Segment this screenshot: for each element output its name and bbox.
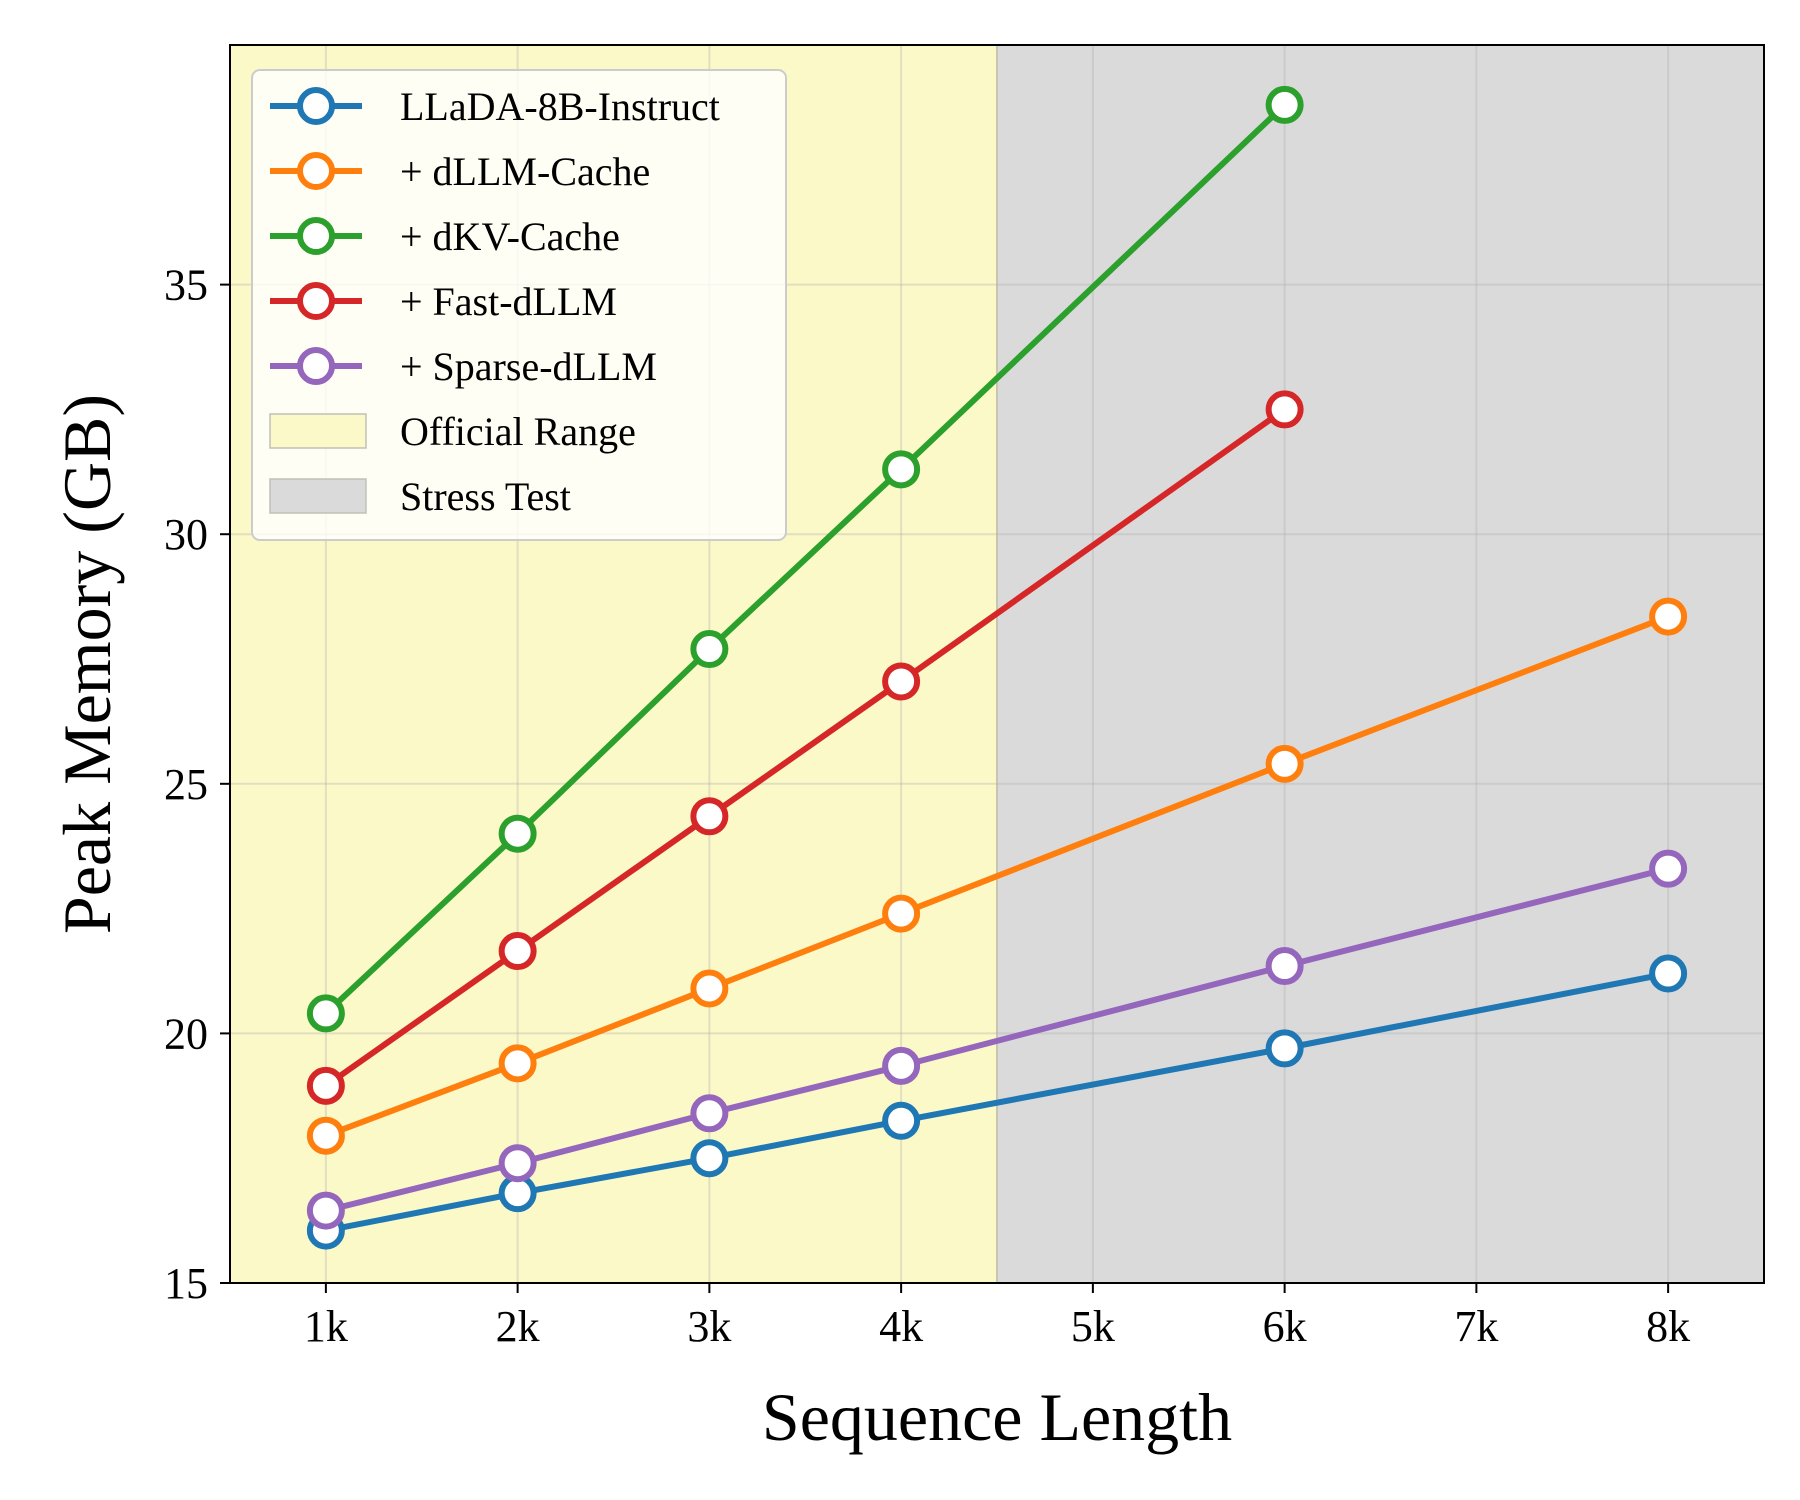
legend-item: + dLLM-Cache — [270, 149, 650, 194]
x-tick-label: 5k — [1071, 1302, 1115, 1351]
data-point — [306, 1191, 345, 1230]
legend-label: + dKV-Cache — [400, 214, 620, 259]
data-point — [498, 814, 537, 853]
data-point — [1265, 1029, 1304, 1068]
x-tick-label: 6k — [1263, 1302, 1307, 1351]
x-tick-label: 8k — [1646, 1302, 1690, 1351]
data-point — [1265, 947, 1304, 986]
legend: LLaDA-8B-Instruct + dLLM-Cache + dKV-Cache… — [251, 69, 787, 541]
y-tick-label: 25 — [164, 760, 208, 809]
legend-item: + Fast-dLLM — [270, 279, 617, 324]
data-point — [1649, 849, 1688, 888]
x-tick-label: 7k — [1454, 1302, 1498, 1351]
data-point — [882, 1101, 921, 1140]
x-tick-label: 2k — [496, 1302, 540, 1351]
y-axis-title: Peak Memory (GB) — [49, 394, 125, 934]
series-line — [322, 970, 1672, 1234]
legend-swatch-patch — [269, 478, 367, 514]
x-axis-title: Sequence Length — [762, 1379, 1232, 1455]
data-point — [882, 662, 921, 701]
legend-label: + Fast-dLLM — [400, 279, 617, 324]
series-line — [322, 865, 1672, 1214]
data-point — [690, 630, 729, 669]
y-tick-label: 30 — [164, 510, 208, 559]
legend-label: Official Range — [400, 409, 636, 454]
legend-swatch-marker — [297, 152, 335, 190]
series-fast-dllm — [306, 390, 1304, 1105]
series-dkv-cache — [306, 85, 1304, 1033]
legend-swatch-marker — [297, 347, 335, 385]
data-point — [498, 1044, 537, 1083]
data-point — [498, 1144, 537, 1183]
data-point — [306, 994, 345, 1033]
data-point — [1265, 390, 1304, 429]
legend-item: + Sparse-dLLM — [270, 344, 657, 389]
data-point — [690, 1094, 729, 1133]
data-point — [690, 1139, 729, 1178]
x-tick-label: 4k — [879, 1302, 923, 1351]
x-tick-label: 1k — [304, 1302, 348, 1351]
legend-item: Official Range — [269, 409, 636, 454]
legend-box — [251, 69, 787, 541]
axis-ticks: 1k 2k 3k 4k 5k 6k 7k 8k 15 20 25 30 35 — [164, 261, 1690, 1351]
data-point — [690, 969, 729, 1008]
legend-label: LLaDA-8B-Instruct — [400, 84, 720, 129]
legend-label: Stress Test — [400, 474, 571, 519]
data-point — [690, 797, 729, 836]
plot-frame — [229, 44, 1765, 1284]
region-stress-test — [997, 45, 1764, 1283]
legend-label: + dLLM-Cache — [400, 149, 650, 194]
data-point — [882, 894, 921, 933]
series-layer — [306, 85, 1688, 1250]
data-point — [306, 1066, 345, 1105]
data-point — [882, 1046, 921, 1085]
data-point — [1649, 597, 1688, 636]
y-tick-label: 15 — [164, 1259, 208, 1308]
legend-label: + Sparse-dLLM — [400, 344, 657, 389]
legend-swatch-marker — [297, 87, 335, 125]
series-line — [322, 613, 1672, 1139]
data-point — [1265, 744, 1304, 783]
x-tick-label: 3k — [687, 1302, 731, 1351]
data-point — [306, 1116, 345, 1155]
legend-item: Stress Test — [269, 474, 571, 519]
data-point — [498, 932, 537, 971]
legend-swatch-marker — [297, 217, 335, 255]
series-dllm-cache — [306, 597, 1688, 1155]
legend-swatch-patch — [269, 413, 367, 449]
data-point — [1265, 85, 1304, 124]
data-point — [1649, 954, 1688, 993]
y-tick-label: 20 — [164, 1009, 208, 1058]
data-point — [882, 450, 921, 489]
series-sparse-dllm — [306, 849, 1688, 1230]
legend-item: + dKV-Cache — [270, 214, 620, 259]
y-tick-label: 35 — [164, 261, 208, 310]
legend-swatch-marker — [297, 282, 335, 320]
legend-item: LLaDA-8B-Instruct — [270, 84, 720, 129]
